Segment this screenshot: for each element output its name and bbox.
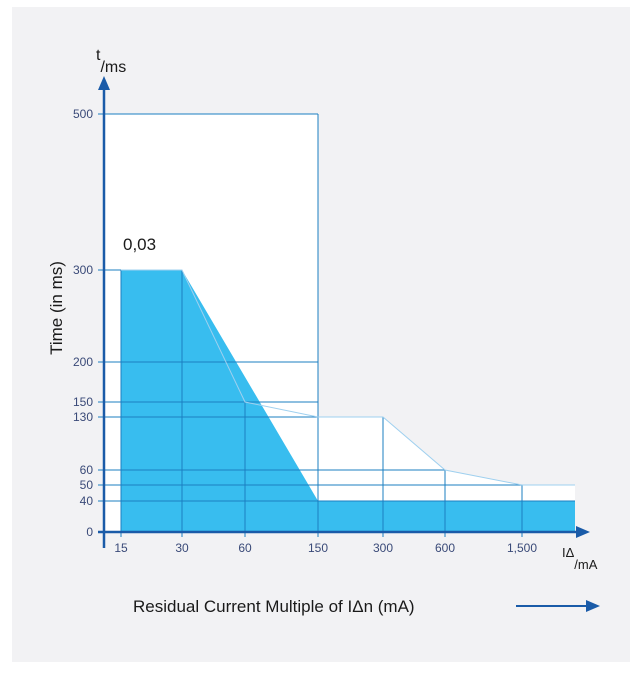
- y-axis-arrow: [98, 76, 110, 90]
- x-tick-label-150: 150: [308, 541, 328, 555]
- x-tick-label-1500: 1,500: [507, 541, 537, 555]
- x-tick-label-15: 15: [114, 541, 128, 555]
- y-tick-label-40: 40: [80, 494, 94, 508]
- x-tick-label-300: 300: [373, 541, 393, 555]
- y-tick-label-500: 500: [73, 107, 93, 121]
- x-title-arrow-head: [586, 600, 600, 612]
- y-tick-label-300: 300: [73, 263, 93, 277]
- y-tick-label-60: 60: [80, 463, 94, 477]
- x-axis-title: Residual Current Multiple of IΔn (mA): [133, 597, 415, 616]
- x-tick-label-60: 60: [238, 541, 252, 555]
- x-tick-label-30: 30: [175, 541, 189, 555]
- y-tick-label-130: 130: [73, 410, 93, 424]
- x-unit-label: IΔ/mA: [562, 545, 598, 572]
- x-tick-label-600: 600: [435, 541, 455, 555]
- limit-outline: [121, 269, 575, 486]
- trip-time-area: [121, 270, 575, 532]
- x-axis-arrow: [576, 526, 590, 538]
- y-unit-label: t/ms: [96, 47, 126, 76]
- y-tick-label-50: 50: [80, 478, 94, 492]
- y-tick-label-0: 0: [86, 525, 93, 539]
- y-tick-label-200: 200: [73, 355, 93, 369]
- y-axis-title: Time (in ms): [47, 261, 66, 355]
- y-tick-label-150: 150: [73, 395, 93, 409]
- annotation-0: 0,03: [123, 235, 156, 254]
